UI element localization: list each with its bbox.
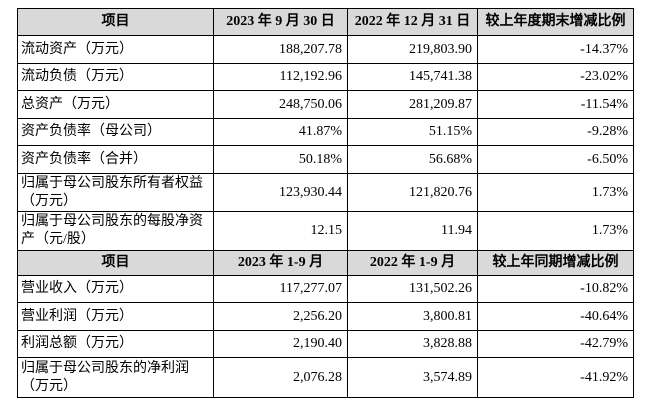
item-label: 流动负债（万元） <box>17 63 214 91</box>
prior-period-value: 11.94 <box>347 211 478 251</box>
change-ratio-value: 1.73% <box>477 173 634 212</box>
change-ratio-header: 较上年度期末增减比例 <box>477 8 634 36</box>
item-column-header: 项目 <box>17 250 214 276</box>
item-label: 资产负债率（母公司） <box>17 118 214 146</box>
current-period-value: 123,930.44 <box>213 173 348 212</box>
prior-period-header: 2022 年 12 月 31 日 <box>347 8 478 36</box>
prior-period-value: 145,741.38 <box>347 63 478 91</box>
change-ratio-value: -41.92% <box>477 357 634 398</box>
item-label-text: 资产负债率（母公司） <box>21 124 161 139</box>
item-label-text: 归属于母公司股东所有者权益 <box>21 175 203 191</box>
total-profit-row: 利润总额（万元） 2,190.40 3,828.88 -42.79% <box>17 330 634 358</box>
operating-revenue-row: 营业收入（万元） 117,277.07 131,502.26 -10.82% <box>17 275 634 303</box>
item-label-text: 流动资产（万元） <box>21 41 133 57</box>
item-label-text: 资产负债率（合并） <box>21 151 147 167</box>
change-ratio-value: -11.54% <box>477 90 634 119</box>
prior-period-header: 2022 年 1-9 月 <box>347 250 478 276</box>
prior-period-value: 3,828.88 <box>347 330 478 358</box>
current-period-value: 248,750.06 <box>213 90 348 119</box>
debt-ratio-parent-row: 资产负债率（母公司） 41.87% 51.15% -9.28% <box>17 118 634 146</box>
item-label-text: （万元） <box>21 193 77 209</box>
change-ratio-value: -9.28% <box>477 118 634 146</box>
change-ratio-value: -6.50% <box>477 145 634 174</box>
change-ratio-header: 较上年同期增减比例 <box>477 250 634 276</box>
item-label: 流动资产（万元） <box>17 35 214 64</box>
item-label: 利润总额（万元） <box>17 330 214 358</box>
item-label-text: 总资产（万元） <box>21 96 119 112</box>
parent-equity-row: 归属于母公司股东所有者权益 （万元） 123,930.44 121,820.76… <box>17 173 634 212</box>
item-label: 归属于母公司股东所有者权益 （万元） <box>17 173 214 212</box>
current-period-header: 2023 年 1-9 月 <box>213 250 348 276</box>
prior-period-value: 121,820.76 <box>347 173 478 212</box>
prior-period-value: 51.15% <box>347 118 478 146</box>
change-ratio-value: -14.37% <box>477 35 634 64</box>
current-period-value: 41.87% <box>213 118 348 146</box>
item-label: 营业利润（万元） <box>17 302 214 331</box>
debt-ratio-consolidated-row: 资产负债率（合并） 50.18% 56.68% -6.50% <box>17 145 634 174</box>
current-period-value: 112,192.96 <box>213 63 348 91</box>
prior-period-value: 131,502.26 <box>347 275 478 303</box>
item-label-text: 归属于母公司股东的每股净资 <box>21 214 203 229</box>
net-profit-parent-row: 归属于母公司股东的净利润 （万元） 2,076.28 3,574.89 -41.… <box>17 357 634 398</box>
change-ratio-value: 1.73% <box>477 211 634 251</box>
prior-period-value: 3,574.89 <box>347 357 478 398</box>
item-label-text: （万元） <box>21 378 77 394</box>
current-assets-row: 流动资产（万元） 188,207.78 219,803.90 -14.37% <box>17 35 634 64</box>
prior-period-value: 56.68% <box>347 145 478 174</box>
item-label-text: 利润总额（万元） <box>21 336 133 351</box>
income-statement-header-row: 项目 2023 年 1-9 月 2022 年 1-9 月 较上年同期增减比例 <box>17 250 634 276</box>
item-label-text: 流动负债（万元） <box>21 69 133 84</box>
change-ratio-value: -40.64% <box>477 302 634 331</box>
current-period-value: 12.15 <box>213 211 348 251</box>
change-ratio-value: -42.79% <box>477 330 634 358</box>
current-period-value: 2,190.40 <box>213 330 348 358</box>
prior-period-value: 219,803.90 <box>347 35 478 64</box>
current-period-header: 2023 年 9 月 30 日 <box>213 8 348 36</box>
item-label: 归属于母公司股东的每股净资 产（元/股） <box>17 211 214 251</box>
item-label: 资产负债率（合并） <box>17 145 214 174</box>
current-period-value: 117,277.07 <box>213 275 348 303</box>
item-label: 总资产（万元） <box>17 90 214 119</box>
current-period-value: 2,256.20 <box>213 302 348 331</box>
prior-period-value: 3,800.81 <box>347 302 478 331</box>
item-label-text: 营业收入（万元） <box>21 281 133 296</box>
change-ratio-value: -23.02% <box>477 63 634 91</box>
current-period-value: 188,207.78 <box>213 35 348 64</box>
operating-profit-row: 营业利润（万元） 2,256.20 3,800.81 -40.64% <box>17 302 634 331</box>
financial-summary-table: 项目 2023 年 9 月 30 日 2022 年 12 月 31 日 较上年度… <box>17 8 634 398</box>
current-liabilities-row: 流动负债（万元） 112,192.96 145,741.38 -23.02% <box>17 63 634 91</box>
item-label: 归属于母公司股东的净利润 （万元） <box>17 357 214 398</box>
current-period-value: 50.18% <box>213 145 348 174</box>
item-label: 营业收入（万元） <box>17 275 214 303</box>
item-label-text: 归属于母公司股东的净利润 <box>21 360 189 376</box>
item-label-text: 营业利润（万元） <box>21 308 133 324</box>
current-period-value: 2,076.28 <box>213 357 348 398</box>
total-assets-row: 总资产（万元） 248,750.06 281,209.87 -11.54% <box>17 90 634 119</box>
change-ratio-value: -10.82% <box>477 275 634 303</box>
item-label-text: 产（元/股） <box>21 232 95 247</box>
prior-period-value: 281,209.87 <box>347 90 478 119</box>
balance-sheet-header-row: 项目 2023 年 9 月 30 日 2022 年 12 月 31 日 较上年度… <box>17 8 634 36</box>
net-assets-per-share-row: 归属于母公司股东的每股净资 产（元/股） 12.15 11.94 1.73% <box>17 211 634 251</box>
item-column-header: 项目 <box>17 8 214 36</box>
